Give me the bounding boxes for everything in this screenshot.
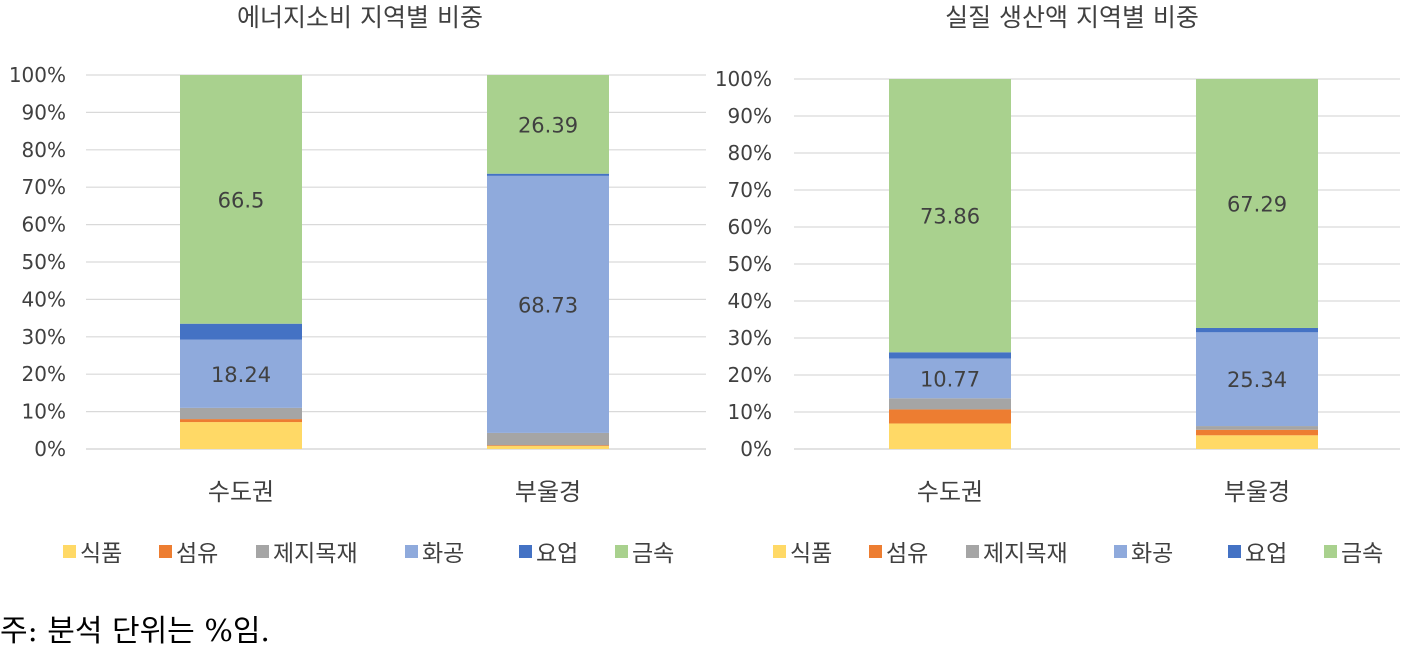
- data-label: 66.5: [218, 188, 265, 212]
- legend-label: 요업: [536, 541, 578, 567]
- legend-swatch: [256, 545, 269, 558]
- y-tick-label: 10%: [728, 400, 772, 424]
- y-tick-label: 0%: [740, 437, 772, 461]
- y-tick-label: 40%: [728, 289, 772, 313]
- legend-swatch: [773, 545, 786, 558]
- data-label: 25.34: [1227, 368, 1287, 392]
- data-label: 10.77: [920, 367, 980, 391]
- bar-segment: [487, 445, 609, 447]
- y-tick-label: 30%: [22, 325, 66, 349]
- bar-segment: [180, 422, 302, 449]
- category-label: 수도권: [208, 478, 274, 506]
- bar-segment: [1196, 426, 1318, 430]
- legend-label: 섬유: [176, 541, 218, 567]
- legend-swatch: [615, 545, 628, 558]
- legend-swatch: [1114, 545, 1127, 558]
- y-tick-label: 40%: [22, 287, 66, 311]
- y-tick-label: 30%: [728, 326, 772, 350]
- y-tick-label: 80%: [22, 138, 66, 162]
- legend-label: 식품: [80, 541, 122, 567]
- real-output-chart: 실질 생산액 지역별 비중 0% 10% 20% 30% 40% 50% 60% 70% 80%…: [715, 3, 1400, 567]
- y-tick-label: 20%: [22, 362, 66, 386]
- bar-segment: [180, 407, 302, 420]
- legend-label: 화공: [422, 541, 464, 567]
- bar-segment: [889, 423, 1011, 449]
- legend-label: 섬유: [886, 541, 928, 567]
- y-tick-label: 50%: [728, 252, 772, 276]
- y-tick-label: 70%: [22, 175, 66, 199]
- legend-label: 제지목재: [273, 541, 358, 567]
- bar-segment: [487, 446, 609, 449]
- y-tick-label: 0%: [34, 437, 66, 461]
- footnote: 주: 분석 단위는 %임.: [0, 614, 270, 649]
- legend-label: 금속: [632, 541, 674, 567]
- y-tick-label: 100%: [715, 67, 772, 91]
- chart-title: 에너지소비 지역별 비중: [237, 3, 483, 32]
- bar-segment: [889, 352, 1011, 359]
- y-tick-label: 10%: [22, 400, 66, 424]
- legend-swatch: [1228, 545, 1241, 558]
- chart-title: 실질 생산액 지역별 비중: [945, 3, 1199, 32]
- legend-swatch: [1324, 545, 1337, 558]
- category-label: 부울경: [1224, 478, 1290, 506]
- bar-segment: [889, 398, 1011, 410]
- bar-segment: [180, 339, 302, 408]
- bar-segment: [1196, 327, 1318, 333]
- bar-segment: [180, 75, 302, 324]
- legend-swatch: [405, 545, 418, 558]
- bar-segment: [1196, 79, 1318, 328]
- legend-swatch: [63, 545, 76, 558]
- y-tick-label: 100%: [9, 63, 66, 87]
- legend-label: 금속: [1341, 541, 1383, 567]
- legend-label: 화공: [1131, 541, 1173, 567]
- legend-label: 식품: [790, 541, 832, 567]
- bar-segment: [487, 432, 609, 446]
- bar-segment: [180, 419, 302, 423]
- y-tick-label: 60%: [22, 213, 66, 237]
- legend-label: 요업: [1245, 541, 1287, 567]
- legend-swatch: [519, 545, 532, 558]
- bar-segment: [487, 75, 609, 174]
- bar-segment: [180, 323, 302, 340]
- data-label: 18.24: [211, 363, 271, 387]
- y-tick-label: 90%: [728, 104, 772, 128]
- bar-segment: [487, 173, 609, 176]
- bar-segment: [1196, 332, 1318, 427]
- legend-label: 제지목재: [983, 541, 1068, 567]
- category-label: 수도권: [917, 478, 983, 506]
- bar-segment: [487, 175, 609, 433]
- legend: 식품 섬유 제지목재 화공 요업 금속: [63, 541, 674, 567]
- bar-segment: [1196, 429, 1318, 436]
- data-label: 67.29: [1227, 192, 1287, 216]
- y-tick-label: 70%: [728, 178, 772, 202]
- category-label: 부울경: [515, 478, 581, 506]
- y-tick-label: 50%: [22, 250, 66, 274]
- data-label: 26.39: [518, 113, 578, 137]
- bar-segment: [889, 79, 1011, 353]
- legend-swatch: [869, 545, 882, 558]
- data-label: 73.86: [920, 205, 980, 229]
- legend-swatch: [159, 545, 172, 558]
- legend: 식품 섬유 제지목재 화공 요업 금속: [773, 541, 1383, 567]
- y-tick-label: 20%: [728, 363, 772, 387]
- y-tick-label: 60%: [728, 215, 772, 239]
- y-tick-label: 90%: [22, 100, 66, 124]
- bar-segment: [1196, 435, 1318, 449]
- data-label: 68.73: [518, 293, 578, 317]
- energy-consumption-chart: 에너지소비 지역별 비중 0% 10% 20% 30% 40% 50% 60% 70% 80% 9…: [9, 3, 706, 567]
- bar-segment: [889, 358, 1011, 399]
- y-tick-label: 80%: [728, 141, 772, 165]
- legend-swatch: [966, 545, 979, 558]
- bar-segment: [889, 409, 1011, 424]
